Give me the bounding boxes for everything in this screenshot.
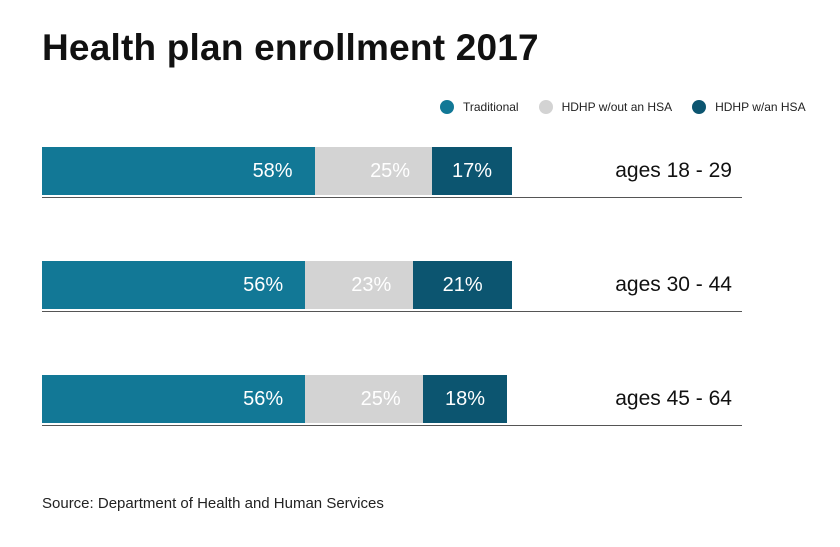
category-label: ages 30 - 44 [615,273,732,296]
source-note: Source: Department of Health and Human S… [42,495,384,512]
data-label: 18% [444,387,485,410]
legend: Traditional HDHP w/out an HSA HDHP w/an HS… [440,100,806,114]
legend-swatch [440,100,454,114]
row-divider [42,197,742,198]
data-label: 23% [351,273,392,296]
category-label: ages 45 - 64 [615,387,732,410]
bar-row: 56% 25% 18% ages 45 - 64 [42,375,742,427]
bar-segment: 58% [42,147,315,195]
data-label: 25% [370,159,411,182]
stacked-bar: 56% 23% 21% [42,261,512,309]
chart-title: Health plan enrollment 2017 [42,27,539,68]
stacked-bar: 58% 25% 17% [42,147,512,195]
bar-segment: 56% [42,375,306,423]
legend-swatch [692,100,707,114]
category-label: ages 18 - 29 [615,159,732,182]
data-label: 17% [452,159,493,182]
legend-label: Traditional [463,100,519,114]
bar-segment: 25% [314,147,433,195]
stacked-bar: 56% 25% 18% [42,375,512,423]
bar-segment: 56% [42,261,306,309]
bar-segment: 17% [432,147,512,195]
legend-label: HDHP w/out an HSA [561,100,673,114]
data-label: 56% [243,387,284,410]
data-label: 25% [360,387,401,410]
bar-segment: 21% [413,261,512,309]
legend-swatch [538,100,553,114]
bar-segment: 25% [305,375,423,423]
data-label: 58% [252,159,293,182]
bar-row: 56% 23% 21% ages 30 - 44 [42,261,742,313]
bar-segment: 18% [422,375,508,423]
data-label: 21% [442,273,483,296]
bar-segment: 23% [305,261,414,309]
legend-label: HDHP w/an HSA [715,100,806,114]
row-divider [42,425,742,426]
legend-item: HDHP w/an HSA [692,100,806,114]
legend-item: HDHP w/out an HSA [538,100,673,114]
bar-row: 58% 25% 17% ages 18 - 29 [42,147,742,199]
legend-item: Traditional [440,100,519,114]
data-label: 56% [243,273,284,296]
row-divider [42,311,742,312]
